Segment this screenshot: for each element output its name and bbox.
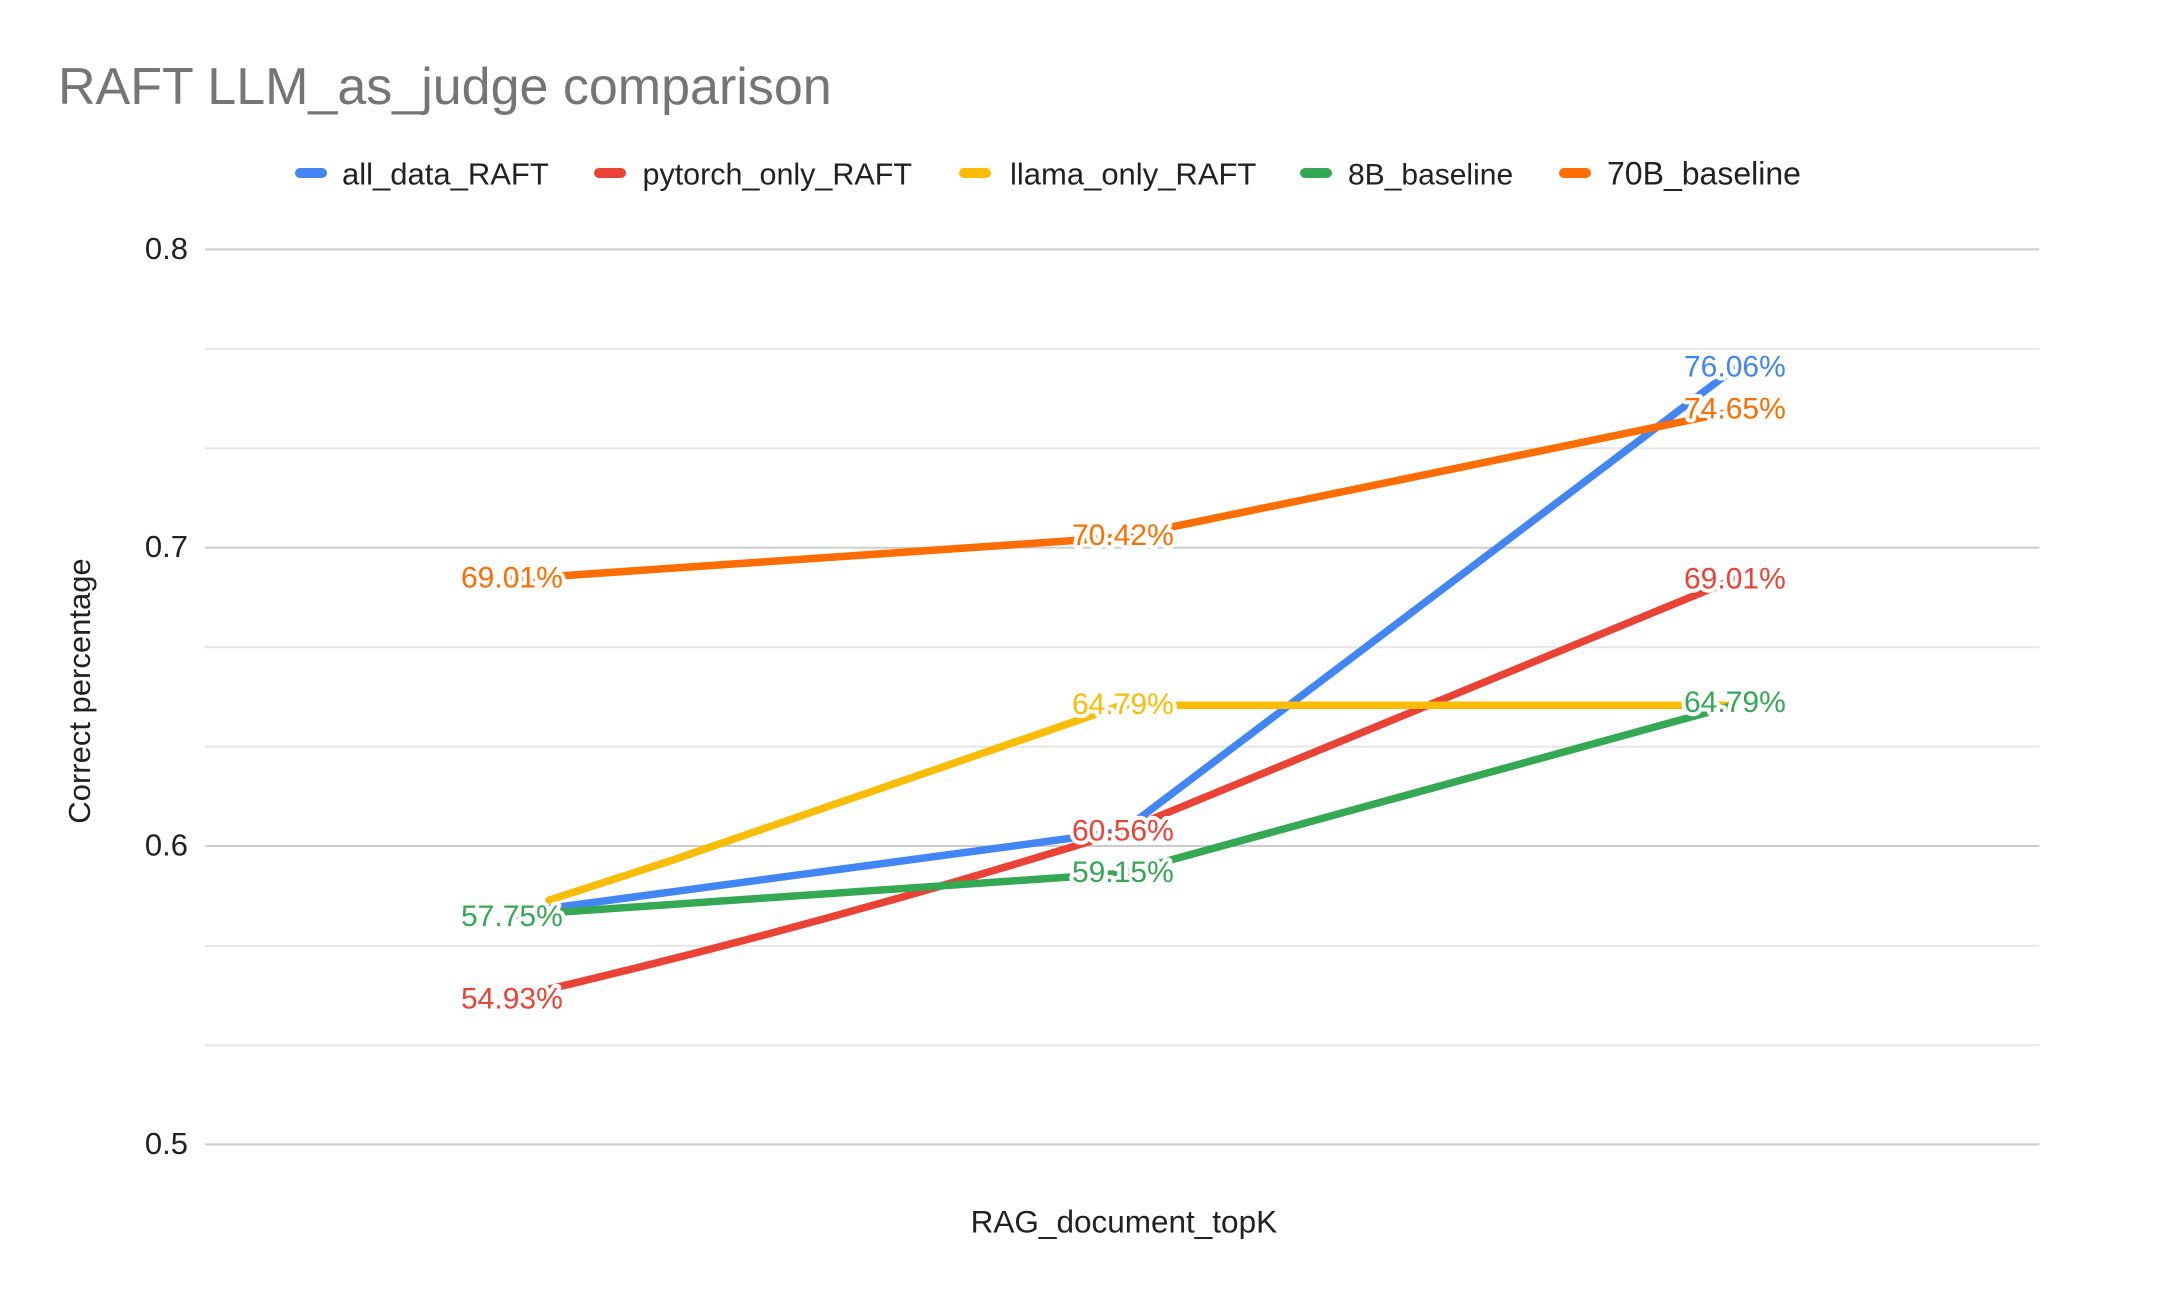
svg-text:0.5: 0.5	[145, 1126, 188, 1161]
svg-text:0.7: 0.7	[145, 529, 188, 564]
svg-text:8B_baseline: 8B_baseline	[1348, 159, 1513, 192]
svg-text:70.42%: 70.42%	[1072, 519, 1174, 552]
svg-text:0.8: 0.8	[145, 231, 188, 266]
svg-text:0.6: 0.6	[145, 828, 188, 863]
svg-text:pytorch_only_RAFT: pytorch_only_RAFT	[643, 158, 913, 192]
svg-text:54.93%: 54.93%	[461, 982, 563, 1015]
svg-text:RAFT LLM_as_judge comparison: RAFT LLM_as_judge comparison	[58, 58, 832, 116]
svg-text:RAG_document_topK: RAG_document_topK	[971, 1204, 1277, 1240]
svg-text:59.15%: 59.15%	[1072, 856, 1174, 889]
svg-text:70B_baseline: 70B_baseline	[1607, 156, 1801, 192]
svg-text:all_data_RAFT: all_data_RAFT	[342, 157, 549, 192]
svg-text:57.75%: 57.75%	[461, 900, 563, 933]
svg-text:llama_only_RAFT: llama_only_RAFT	[1010, 157, 1256, 192]
svg-text:69.01%: 69.01%	[1684, 562, 1786, 595]
svg-text:64.79%: 64.79%	[1684, 686, 1786, 719]
svg-text:74.65%: 74.65%	[1684, 393, 1786, 426]
svg-text:69.01%: 69.01%	[461, 562, 563, 595]
svg-text:Correct percentage: Correct percentage	[62, 558, 97, 823]
svg-text:64.79%: 64.79%	[1072, 688, 1174, 721]
svg-text:60.56%: 60.56%	[1072, 815, 1174, 848]
svg-text:76.06%: 76.06%	[1684, 351, 1786, 384]
